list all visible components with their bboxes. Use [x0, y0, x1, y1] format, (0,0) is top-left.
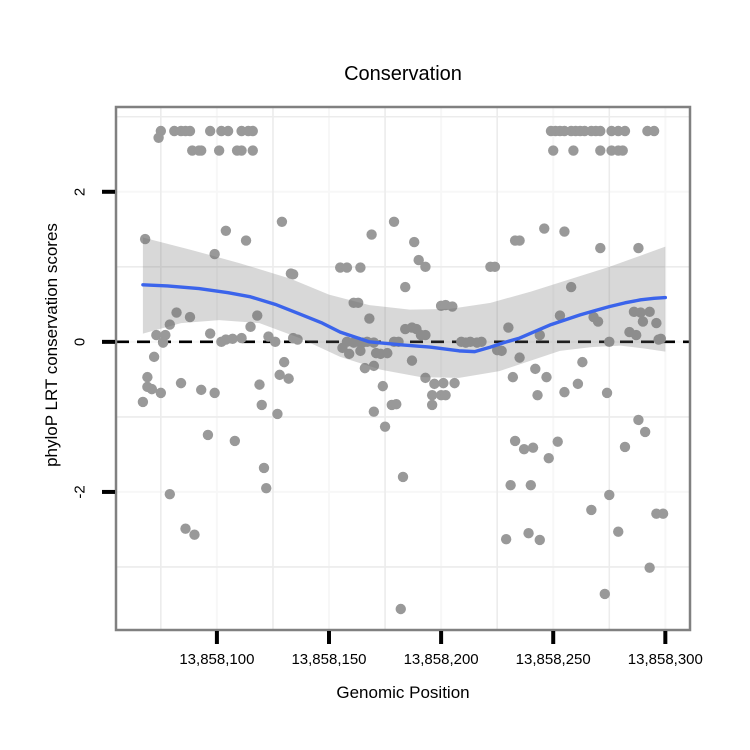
chart-title: Conservation	[344, 63, 462, 85]
x-tick-label: 13,858,200	[403, 651, 479, 668]
y-tick-label: 0	[71, 337, 89, 347]
x-axis-label: Genomic Position	[336, 683, 470, 702]
x-tick-label: 13,858,150	[291, 651, 367, 668]
x-tick-label: 13,858,300	[627, 651, 703, 668]
y-tick-label: -2	[71, 485, 89, 499]
x-tick-label: 13,858,250	[515, 651, 591, 668]
y-tick-label: 2	[71, 187, 89, 196]
x-tick-label: 13,858,100	[179, 651, 255, 668]
